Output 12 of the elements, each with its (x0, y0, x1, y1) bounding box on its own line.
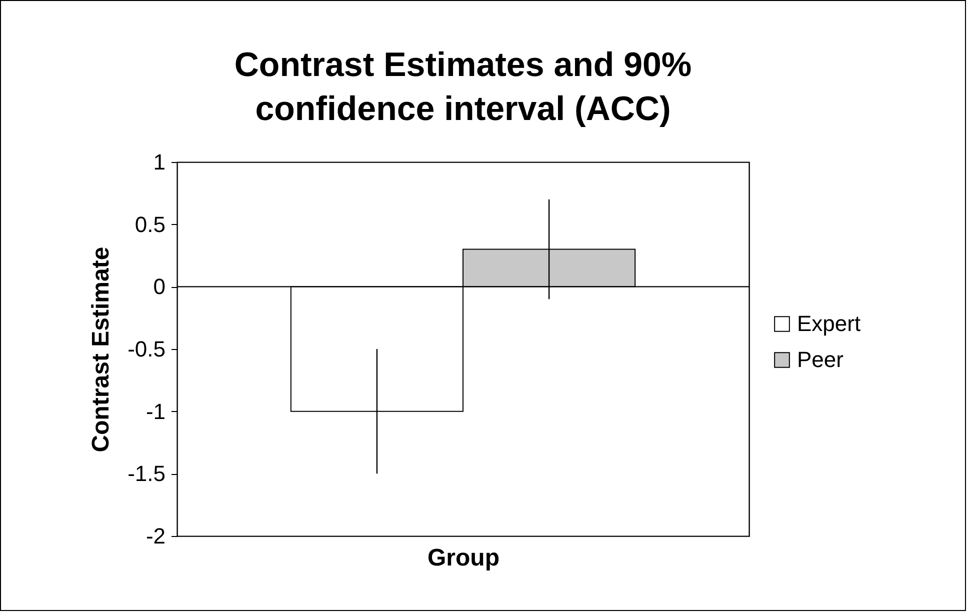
y-tick-label: -1.5 (128, 461, 166, 486)
legend-label: Expert (797, 311, 861, 336)
legend-label: Peer (797, 347, 844, 372)
y-tick-label: 0.5 (134, 212, 166, 237)
y-tick-label: -0.5 (128, 336, 166, 362)
y-tick-label: -2 (146, 524, 166, 548)
y-tick-label: 1 (153, 150, 166, 174)
y-tick-label: 0 (153, 274, 166, 300)
chart-title: Contrast Estimates and 90% confidence interval (ACC) (234, 46, 692, 128)
y-tick-label: -1 (146, 398, 166, 424)
x-axis-title: Group (428, 544, 500, 572)
y-axis-title: Contrast Estimate (88, 246, 115, 452)
